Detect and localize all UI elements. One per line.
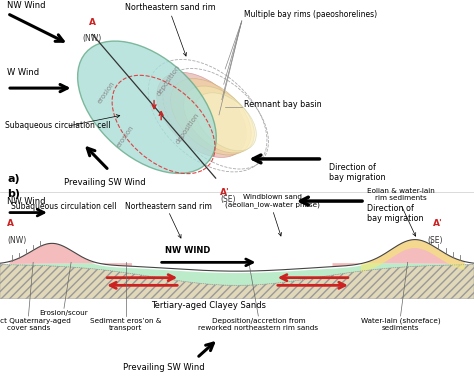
Ellipse shape	[195, 93, 256, 151]
Polygon shape	[9, 243, 132, 266]
Ellipse shape	[78, 41, 216, 173]
Text: a): a)	[7, 174, 20, 184]
Text: Subaqueous circulation cell: Subaqueous circulation cell	[11, 202, 117, 211]
Polygon shape	[0, 265, 474, 299]
Text: (SE): (SE)	[220, 195, 236, 204]
Ellipse shape	[157, 72, 246, 157]
Text: A': A'	[220, 188, 230, 197]
Text: Tertiary-aged Clayey Sands: Tertiary-aged Clayey Sands	[151, 301, 266, 310]
Text: (NW): (NW)	[83, 34, 102, 43]
Ellipse shape	[171, 79, 251, 155]
Text: Direction of
bay migration: Direction of bay migration	[367, 204, 424, 223]
Text: NW Wind: NW Wind	[7, 197, 46, 206]
Text: Multiple bay rims (paeoshorelines): Multiple bay rims (paeoshorelines)	[244, 10, 377, 19]
Text: Prevailing SW Wind: Prevailing SW Wind	[123, 363, 204, 372]
Text: erosion: erosion	[116, 124, 136, 148]
Text: Remnant bay basin: Remnant bay basin	[244, 100, 322, 109]
Text: Deposition/accretion from
reworked northeastern rim sands: Deposition/accretion from reworked north…	[198, 318, 319, 331]
Text: erosion: erosion	[97, 80, 117, 104]
Text: (NW): (NW)	[7, 236, 27, 244]
Text: Erosion/scour: Erosion/scour	[40, 310, 88, 316]
Text: Water-lain (shoreface)
sediments: Water-lain (shoreface) sediments	[361, 318, 440, 331]
Text: A: A	[89, 18, 96, 27]
Text: NW WIND: NW WIND	[164, 246, 210, 255]
Text: deposition: deposition	[155, 64, 181, 97]
Text: Eolian & water-lain
rim sediments: Eolian & water-lain rim sediments	[367, 188, 434, 201]
Text: Windblown sand
(aeolian_low-water phase): Windblown sand (aeolian_low-water phase)	[225, 194, 320, 208]
Text: A: A	[7, 219, 14, 228]
Text: Northeastern sand rim: Northeastern sand rim	[125, 202, 212, 211]
Text: A': A'	[433, 219, 443, 228]
Text: Northeastern sand rim: Northeastern sand rim	[125, 3, 216, 11]
Text: Sediment eros’on &
transport: Sediment eros’on & transport	[90, 318, 161, 331]
Text: b): b)	[7, 189, 20, 199]
Text: Direction of
bay migration: Direction of bay migration	[329, 163, 386, 182]
Ellipse shape	[183, 86, 255, 153]
Text: Subaqueous circulation cell: Subaqueous circulation cell	[5, 121, 110, 130]
Text: (SE): (SE)	[428, 236, 443, 244]
Polygon shape	[361, 240, 465, 272]
Text: Prevailing SW Wind: Prevailing SW Wind	[64, 178, 146, 187]
Text: Relict Quaternary-aged
cover sands: Relict Quaternary-aged cover sands	[0, 318, 70, 331]
Text: NW Wind: NW Wind	[7, 1, 46, 10]
Polygon shape	[0, 263, 474, 285]
Text: W Wind: W Wind	[7, 68, 39, 77]
Text: deposition: deposition	[174, 112, 200, 145]
Polygon shape	[332, 240, 465, 267]
